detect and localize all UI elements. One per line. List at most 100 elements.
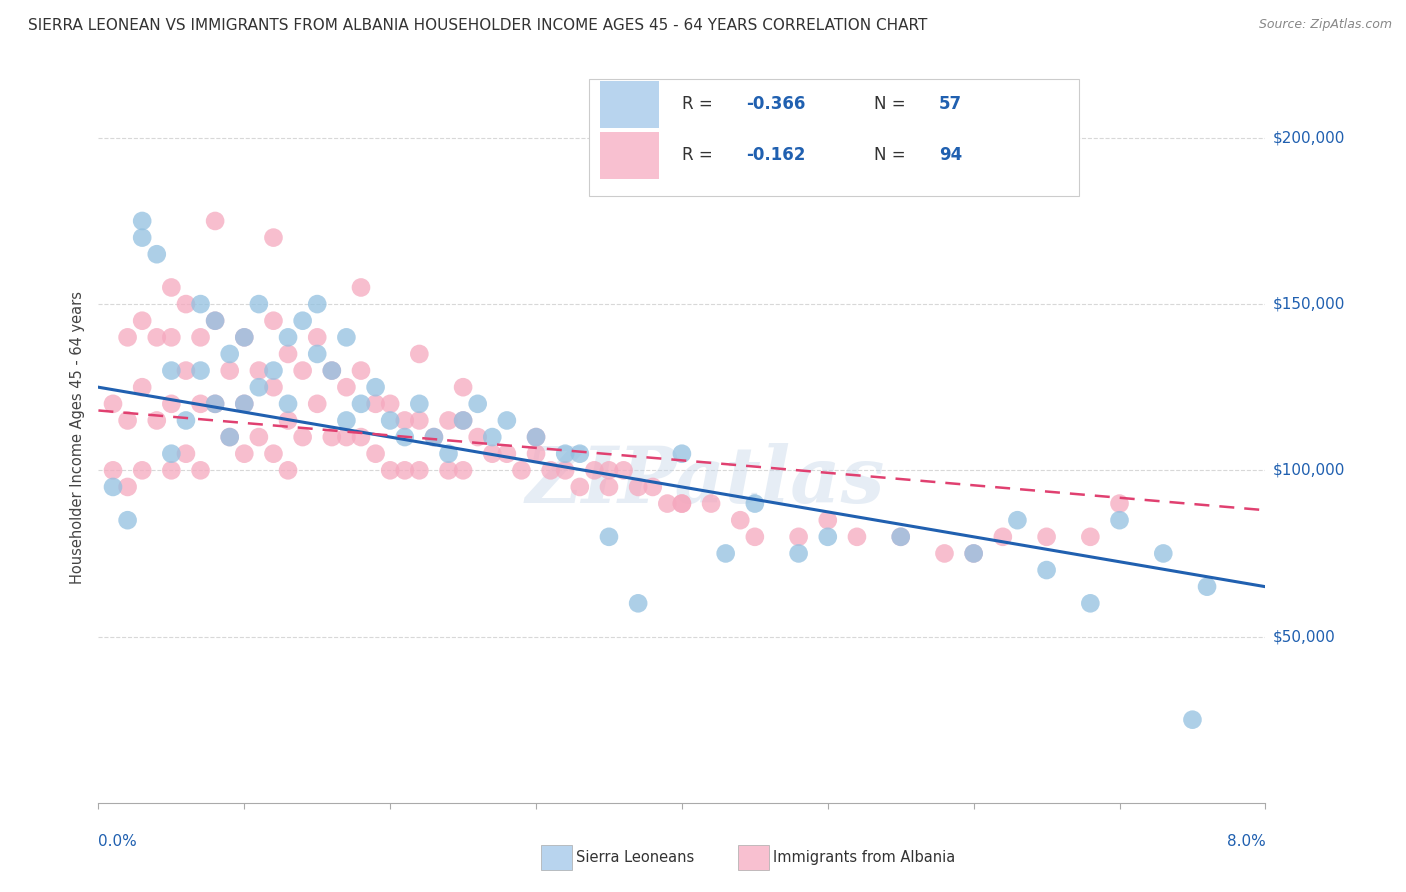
- Point: [540, 463, 562, 477]
- Point: [364, 397, 387, 411]
- Point: [262, 230, 284, 244]
- Point: [190, 363, 212, 377]
- Point: [890, 530, 912, 544]
- Point: [554, 447, 576, 461]
- Point: [101, 397, 124, 411]
- Point: [787, 530, 810, 544]
- Text: $100,000: $100,000: [1272, 463, 1344, 478]
- Point: [218, 430, 240, 444]
- Point: [233, 397, 256, 411]
- Text: 0.0%: 0.0%: [98, 834, 138, 849]
- Point: [481, 430, 503, 444]
- Point: [350, 397, 373, 411]
- Point: [307, 397, 329, 411]
- Point: [627, 480, 650, 494]
- Point: [1152, 546, 1174, 560]
- Point: [364, 447, 387, 461]
- Point: [568, 447, 591, 461]
- Text: -0.366: -0.366: [747, 95, 806, 113]
- Point: [262, 447, 284, 461]
- Point: [394, 413, 416, 427]
- Point: [117, 480, 139, 494]
- Text: N =: N =: [875, 95, 911, 113]
- Point: [321, 430, 343, 444]
- Point: [174, 297, 197, 311]
- Point: [204, 314, 226, 328]
- Point: [845, 530, 868, 544]
- Point: [991, 530, 1014, 544]
- Point: [247, 363, 270, 377]
- Point: [307, 347, 329, 361]
- Point: [583, 463, 606, 477]
- Text: N =: N =: [875, 146, 911, 164]
- Point: [335, 413, 357, 427]
- Point: [233, 330, 256, 344]
- Point: [321, 363, 343, 377]
- Point: [437, 447, 460, 461]
- Point: [510, 463, 533, 477]
- Point: [378, 397, 402, 411]
- Point: [277, 347, 299, 361]
- Point: [131, 314, 153, 328]
- Point: [1035, 530, 1057, 544]
- Point: [160, 397, 183, 411]
- Point: [1080, 596, 1102, 610]
- Point: [218, 347, 240, 361]
- Point: [423, 430, 446, 444]
- Point: [350, 363, 373, 377]
- Point: [1007, 513, 1029, 527]
- Point: [481, 447, 503, 461]
- Point: [598, 480, 620, 494]
- Point: [101, 463, 124, 477]
- Text: $50,000: $50,000: [1272, 629, 1336, 644]
- Point: [262, 363, 284, 377]
- Point: [335, 330, 357, 344]
- Text: Source: ZipAtlas.com: Source: ZipAtlas.com: [1258, 18, 1392, 31]
- Point: [117, 413, 139, 427]
- Point: [962, 546, 984, 560]
- Point: [291, 430, 314, 444]
- Point: [744, 530, 766, 544]
- Point: [1108, 513, 1130, 527]
- Point: [131, 463, 153, 477]
- Point: [451, 463, 474, 477]
- Point: [962, 546, 984, 560]
- Point: [378, 463, 402, 477]
- Point: [291, 363, 314, 377]
- Point: [117, 330, 139, 344]
- Point: [451, 380, 474, 394]
- Point: [744, 497, 766, 511]
- Point: [233, 397, 256, 411]
- Point: [233, 447, 256, 461]
- Point: [598, 463, 620, 477]
- Point: [394, 430, 416, 444]
- Bar: [600, 132, 658, 179]
- Point: [671, 497, 693, 511]
- Point: [146, 413, 169, 427]
- Point: [451, 413, 474, 427]
- Point: [641, 480, 664, 494]
- Point: [247, 430, 270, 444]
- Point: [934, 546, 956, 560]
- Point: [437, 413, 460, 427]
- Point: [890, 530, 912, 544]
- Point: [190, 397, 212, 411]
- Point: [131, 214, 153, 228]
- Point: [204, 397, 226, 411]
- Point: [1080, 530, 1102, 544]
- Point: [1108, 497, 1130, 511]
- Point: [277, 413, 299, 427]
- Text: SIERRA LEONEAN VS IMMIGRANTS FROM ALBANIA HOUSEHOLDER INCOME AGES 45 - 64 YEARS : SIERRA LEONEAN VS IMMIGRANTS FROM ALBANI…: [28, 18, 928, 33]
- Point: [408, 413, 430, 427]
- Point: [437, 463, 460, 477]
- Point: [1181, 713, 1204, 727]
- Point: [190, 463, 212, 477]
- Point: [467, 430, 489, 444]
- Point: [190, 297, 212, 311]
- Point: [277, 397, 299, 411]
- Point: [233, 330, 256, 344]
- Point: [160, 363, 183, 377]
- Y-axis label: Householder Income Ages 45 - 64 years: Householder Income Ages 45 - 64 years: [70, 291, 86, 583]
- Point: [524, 430, 547, 444]
- Point: [817, 513, 839, 527]
